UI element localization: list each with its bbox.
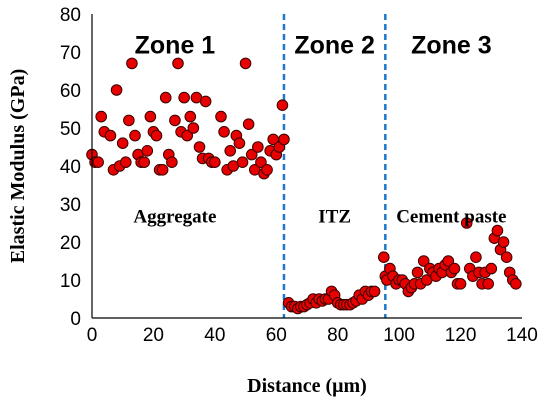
data-point (485, 262, 498, 275)
data-point (138, 156, 151, 168)
data-point (510, 278, 522, 290)
zone-dividers (282, 14, 387, 318)
data-point (460, 217, 473, 229)
region-label-3: Cement paste (396, 206, 506, 227)
x-tick-label: 0 (87, 325, 98, 346)
data-point (159, 91, 172, 104)
region-label-1: Aggregate (133, 206, 216, 227)
data-point (368, 285, 381, 298)
data-point (92, 156, 104, 168)
zone-label-1: Zone 1 (135, 31, 216, 59)
data-point (278, 133, 290, 146)
data-point (116, 137, 129, 149)
data-point (491, 224, 504, 237)
data-point (172, 57, 184, 70)
data-point (181, 129, 194, 142)
y-tick-label: 0 (70, 309, 81, 330)
data-point (123, 114, 135, 127)
data-point (224, 145, 237, 157)
data-point (95, 110, 108, 123)
data-point (252, 141, 264, 153)
y-tick-label: 70 (60, 43, 81, 64)
x-tick-label: 140 (506, 325, 538, 346)
data-point (193, 141, 206, 153)
y-tick-label: 20 (60, 233, 81, 254)
x-tick-label: 100 (383, 325, 415, 346)
data-point (166, 156, 178, 168)
data-point (482, 278, 495, 290)
x-tick-label: 120 (445, 325, 477, 346)
data-point (233, 137, 246, 149)
data-point (470, 251, 482, 264)
data-point (239, 57, 252, 70)
data-point (236, 156, 249, 168)
data-point (261, 164, 273, 176)
data-point (242, 118, 255, 130)
y-axis-title: Elastic Modulus (GPa) (7, 69, 29, 263)
zone-label-2: Zone 2 (294, 31, 375, 59)
x-tick-label: 20 (143, 325, 164, 346)
y-tick-label: 40 (60, 157, 81, 178)
data-point (245, 148, 258, 161)
data-point (377, 251, 390, 264)
region-label-2: ITZ (318, 206, 351, 227)
data-point (119, 156, 132, 168)
x-axis-title: Distance (μm) (247, 375, 367, 397)
y-tick-label: 80 (60, 5, 81, 26)
data-point (255, 156, 267, 168)
data-point (150, 129, 163, 142)
y-tick-label: 30 (60, 195, 81, 216)
data-point (110, 84, 123, 96)
data-point (218, 126, 230, 138)
data-point (442, 255, 455, 267)
y-tick-label: 60 (60, 81, 81, 102)
data-point (104, 129, 117, 142)
data-point (199, 95, 212, 108)
x-tick-label: 80 (327, 325, 348, 346)
x-tick-label: 40 (204, 325, 225, 346)
data-point (169, 114, 181, 127)
data-point (411, 266, 424, 279)
data-point (141, 145, 154, 157)
data-point (417, 255, 430, 267)
data-point (454, 278, 467, 290)
data-point (448, 262, 461, 275)
data-point (215, 110, 227, 123)
y-tick-label: 10 (60, 271, 81, 292)
data-point (276, 99, 289, 111)
data-point (126, 57, 138, 70)
zone-labels: Zone 1 Zone 2 Zone 3 Aggregate ITZ Cement pas… (133, 31, 506, 227)
data-point (144, 110, 157, 123)
tick-labels: 0 20 40 60 80 100 120 140 0 10 20 30 40 50 60 70 80 (60, 5, 538, 346)
zone-label-3: Zone 3 (411, 31, 492, 59)
data-point (497, 236, 510, 248)
y-tick-label: 50 (60, 119, 81, 140)
data-point (500, 251, 513, 264)
data-points (86, 57, 522, 315)
data-point (184, 110, 197, 123)
x-tick-label: 60 (266, 325, 287, 346)
axes (91, 14, 522, 319)
data-point (156, 164, 169, 176)
data-point (209, 156, 221, 168)
data-point (187, 122, 200, 134)
data-point (178, 91, 190, 104)
data-point (129, 129, 141, 142)
